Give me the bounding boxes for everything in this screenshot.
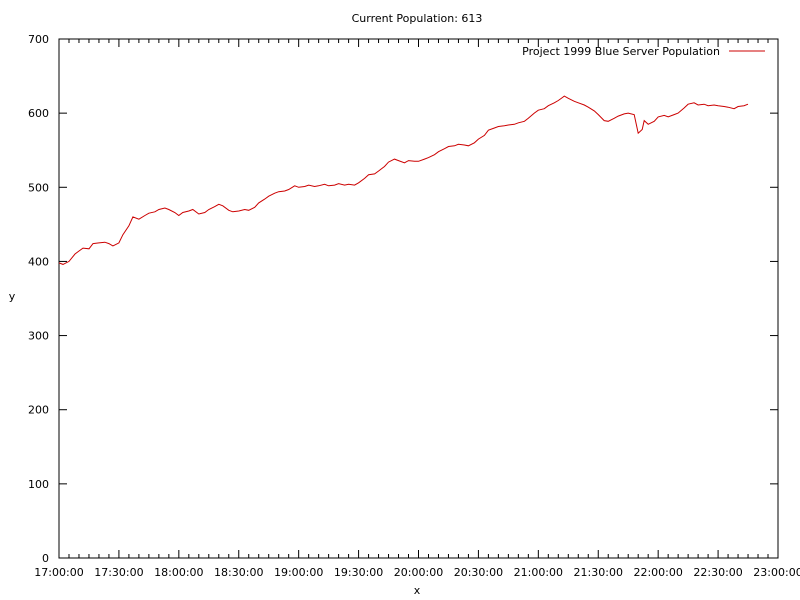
x-tick-label: 20:30:00 (454, 566, 503, 579)
y-tick-label: 400 (28, 255, 49, 268)
x-tick-label: 23:00:00 (753, 566, 800, 579)
y-tick-label: 100 (28, 478, 49, 491)
x-tick-label: 21:30:00 (574, 566, 623, 579)
legend: Project 1999 Blue Server Population (522, 45, 765, 58)
population-series-line (58, 95, 749, 265)
y-axis: 0 100 200 300 400 500 600 700 (28, 33, 778, 565)
x-tick-label: 19:00:00 (274, 566, 323, 579)
x-tick-label: 17:00:00 (34, 566, 83, 579)
x-tick-label: 22:30:00 (693, 566, 742, 579)
legend-label: Project 1999 Blue Server Population (522, 45, 720, 58)
x-tick-label: 18:00:00 (154, 566, 203, 579)
y-tick-label: 700 (28, 33, 49, 46)
x-tick-label: 20:00:00 (394, 566, 443, 579)
x-tick-label: 19:30:00 (334, 566, 383, 579)
x-axis: 17:00:00 17:30:00 18:00:00 18:30:00 19:00:00… (34, 39, 800, 579)
x-axis-label: x (414, 584, 421, 597)
y-axis-label: y (9, 290, 16, 303)
y-tick-label: 300 (28, 330, 49, 343)
y-tick-label: 600 (28, 107, 49, 120)
y-tick-label: 200 (28, 404, 49, 417)
plot-frame (58, 38, 779, 559)
y-tick-label: 0 (42, 552, 49, 565)
x-tick-label: 18:30:00 (214, 566, 263, 579)
x-tick-label: 21:00:00 (514, 566, 563, 579)
chart-title: Current Population: 613 (352, 12, 483, 25)
x-tick-label: 22:00:00 (633, 566, 682, 579)
x-tick-label: 17:30:00 (94, 566, 143, 579)
y-tick-label: 500 (28, 181, 49, 194)
